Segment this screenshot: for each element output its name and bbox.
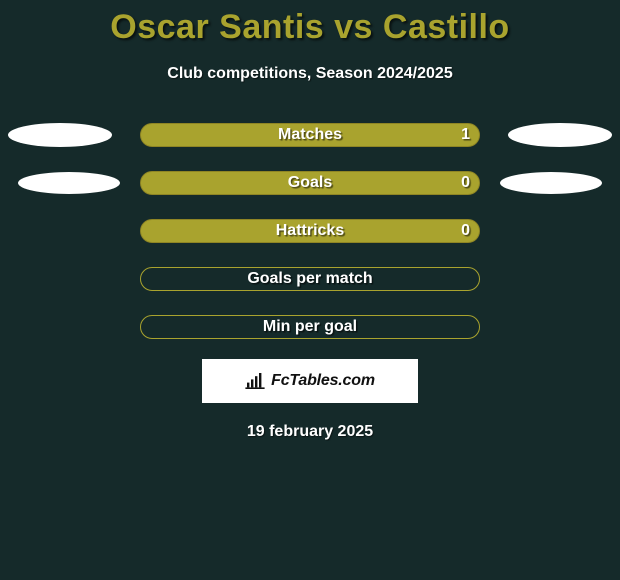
stat-bar: Goals per match	[140, 267, 480, 291]
stat-bar: Matches	[140, 123, 480, 147]
stat-value: 0	[461, 171, 470, 195]
stat-row-hattricks: Hattricks 0	[0, 219, 620, 243]
stat-bar: Min per goal	[140, 315, 480, 339]
stat-row-min-per-goal: Min per goal	[0, 315, 620, 339]
page-title: Oscar Santis vs Castillo	[0, 0, 620, 47]
stat-label: Matches	[278, 126, 342, 144]
source-badge: FcTables.com	[202, 359, 418, 403]
stat-label: Min per goal	[263, 318, 357, 336]
stat-label: Goals	[288, 174, 332, 192]
bar-chart-icon	[245, 373, 265, 389]
stat-row-goals: Goals 0	[0, 171, 620, 195]
left-value-ellipse	[8, 123, 112, 147]
subtitle: Club competitions, Season 2024/2025	[0, 65, 620, 83]
stat-value: 1	[461, 123, 470, 147]
stat-bar: Hattricks	[140, 219, 480, 243]
stat-row-matches: Matches 1	[0, 123, 620, 147]
stat-label: Goals per match	[247, 270, 372, 288]
stat-row-goals-per-match: Goals per match	[0, 267, 620, 291]
stat-label: Hattricks	[276, 222, 344, 240]
stat-bar: Goals	[140, 171, 480, 195]
right-value-ellipse	[500, 172, 602, 194]
left-value-ellipse	[18, 172, 120, 194]
right-value-ellipse	[508, 123, 612, 147]
footer-date: 19 february 2025	[0, 423, 620, 441]
source-badge-text: FcTables.com	[271, 372, 375, 390]
comparison-chart: Matches 1 Goals 0 Hattricks 0 Goals per …	[0, 123, 620, 339]
stat-value: 0	[461, 219, 470, 243]
